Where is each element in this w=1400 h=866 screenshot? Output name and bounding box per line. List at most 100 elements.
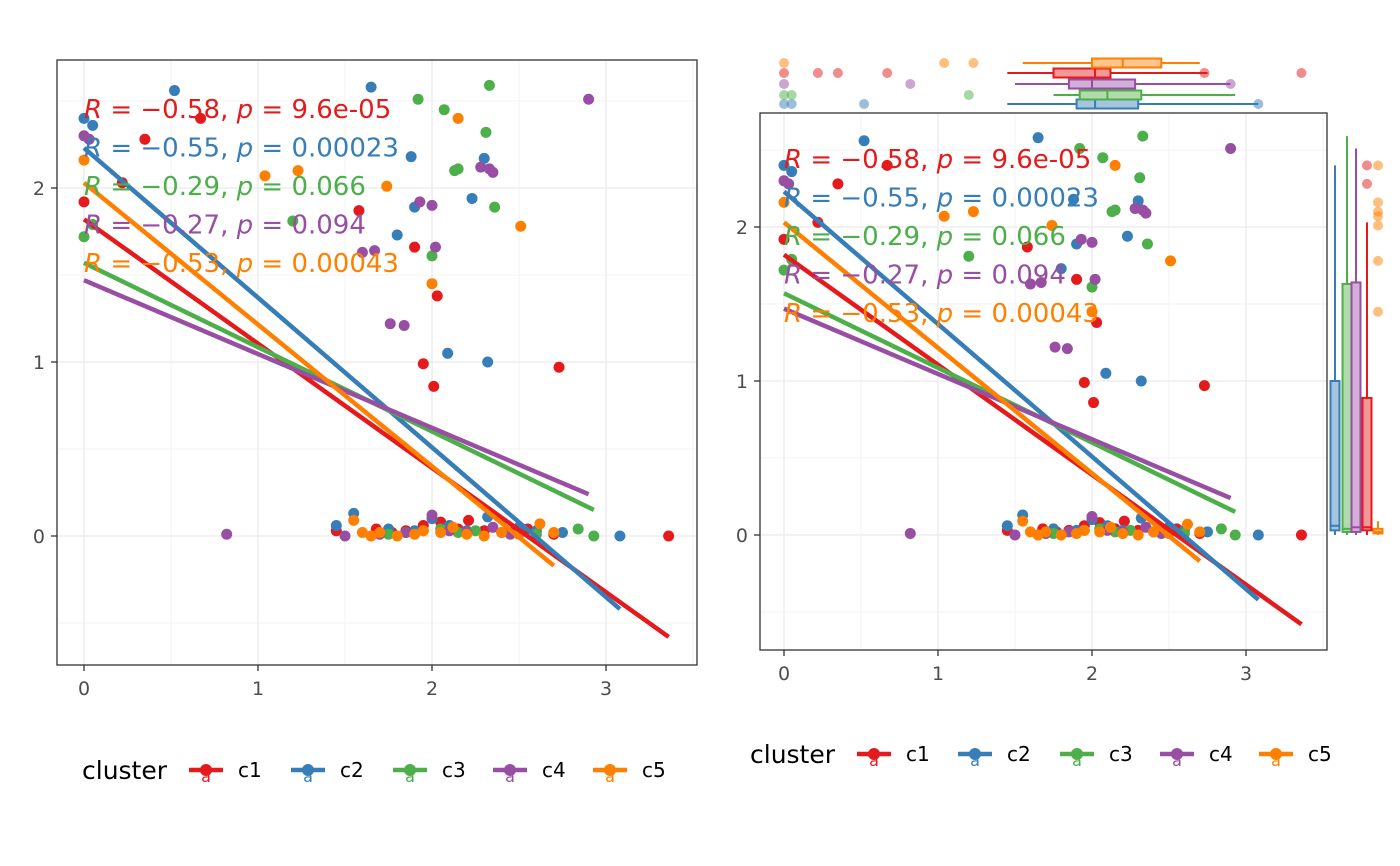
data-point-c1	[832, 178, 844, 190]
data-point-c4	[583, 93, 595, 105]
data-point-c1	[1071, 273, 1083, 285]
data-point-c3	[963, 250, 975, 262]
data-point-c3	[588, 530, 600, 542]
data-point-c5	[259, 170, 271, 182]
marginal-y-point-c5	[1373, 197, 1383, 208]
data-point-c4	[1035, 276, 1047, 288]
annotation-r-value: = −0.27,	[802, 261, 937, 291]
marginal-x-point-c1	[882, 68, 893, 78]
annotation-r-value: = −0.27,	[102, 211, 237, 241]
legend-key-glyph: a	[1072, 751, 1082, 770]
data-point-c5	[435, 527, 447, 539]
data-point-c3	[426, 250, 438, 262]
x-tick-label: 3	[1240, 663, 1252, 685]
annotation-p-value: = 0.094	[953, 261, 1066, 291]
annotation-r-symbol: R	[84, 249, 102, 279]
data-point-c4	[426, 199, 438, 211]
regression-line-c2	[82, 146, 622, 611]
legend-key-glyph: a	[1172, 751, 1182, 770]
annotation-p-value: = 0.00023	[253, 134, 399, 164]
legend-item-c5: a c5	[1259, 742, 1332, 770]
annotation-p-symbol: p	[936, 145, 954, 175]
marginal-top	[779, 57, 1307, 110]
annotation-p-value: = 0.094	[253, 211, 366, 241]
legend-item-c2: a c2	[958, 742, 1031, 770]
data-point-c5	[461, 528, 473, 540]
annotation-r-value: = −0.58,	[102, 95, 237, 125]
annotation-r-symbol: R	[84, 134, 102, 164]
data-point-c4	[1140, 207, 1152, 219]
data-point-c4	[1024, 278, 1036, 290]
data-point-c3	[1229, 529, 1241, 541]
y-tick-label: 2	[33, 178, 45, 200]
data-point-c2	[78, 112, 90, 124]
data-point-c1	[417, 358, 429, 370]
data-point-c3	[1137, 130, 1149, 142]
data-point-c1	[1021, 241, 1033, 253]
annotation-r-symbol: R	[84, 211, 102, 241]
x-tick-label: 1	[252, 678, 264, 700]
data-point-c3	[1109, 204, 1121, 216]
data-point-c2	[1100, 367, 1112, 379]
data-point-c1	[428, 380, 440, 392]
data-point-c2	[614, 530, 626, 542]
annotation-p-symbol: p	[236, 211, 254, 241]
data-point-c2	[482, 356, 494, 368]
data-point-c1	[1091, 316, 1103, 328]
points-layer	[78, 79, 675, 639]
marginal-x-box-c2	[1075, 98, 1140, 110]
annotation-r-symbol: R	[784, 145, 802, 175]
marginal-y-box-c3	[1341, 282, 1353, 533]
correlation-annotation-c1: R = −0.58, p = 9.6e-05	[84, 95, 391, 125]
data-point-c3	[78, 231, 90, 243]
data-point-c1	[1198, 380, 1210, 392]
marginal-x-box-c3	[1078, 89, 1143, 101]
data-point-c2	[1032, 132, 1044, 144]
data-point-c3	[480, 126, 492, 138]
legend-title: cluster	[82, 756, 168, 785]
data-point-c5	[356, 527, 368, 539]
data-point-c1	[553, 361, 565, 373]
legend-item-c3: a c3	[393, 758, 466, 786]
annotation-p-symbol: p	[936, 261, 954, 291]
annotation-p-value: = 0.066	[253, 172, 366, 202]
legend-key-glyph: a	[605, 767, 615, 786]
data-point-c2	[330, 520, 342, 532]
data-point-c4	[1225, 142, 1237, 154]
annotation-r-symbol: R	[784, 222, 802, 252]
marginal-right	[1329, 136, 1384, 535]
data-point-c5	[78, 154, 90, 166]
data-point-c2	[1121, 230, 1133, 242]
marginal-y-point-c5	[1373, 306, 1383, 317]
data-point-c2	[391, 229, 403, 241]
data-point-c3	[452, 163, 464, 175]
data-point-c5	[548, 527, 560, 539]
marginal-x-point-c5	[939, 58, 950, 68]
points-layer	[778, 130, 1307, 627]
legend-item-c3: a c3	[1060, 742, 1133, 770]
data-point-c5	[417, 525, 429, 537]
annotation-p-value: = 9.6e-05	[953, 145, 1091, 175]
data-point-c2	[1135, 375, 1147, 387]
data-point-c5	[967, 206, 979, 218]
data-point-c4	[487, 521, 499, 533]
annotation-p-symbol: p	[236, 249, 254, 279]
correlation-annotation-c3: R = −0.29, p = 0.066	[784, 222, 1066, 252]
data-point-c5	[1132, 529, 1144, 541]
x-tick-label: 2	[1086, 663, 1098, 685]
marginal-x-point-c3	[779, 90, 789, 100]
legend-label: c3	[442, 758, 466, 782]
data-point-c2	[405, 151, 417, 163]
data-point-c5	[478, 530, 490, 542]
marginal-x-point-c1	[779, 68, 789, 78]
marginal-x-point-c4	[779, 79, 789, 89]
annotation-r-value: = −0.53,	[802, 299, 937, 329]
marginal-x-point-c4	[905, 79, 916, 89]
data-point-c4	[1075, 233, 1087, 245]
data-point-c1	[881, 159, 893, 171]
marginal-y-point-c1	[1362, 178, 1372, 189]
legend-label: c4	[542, 758, 566, 782]
data-point-c4	[83, 133, 95, 145]
data-point-c5	[365, 530, 377, 542]
data-point-c4	[1086, 236, 1098, 248]
